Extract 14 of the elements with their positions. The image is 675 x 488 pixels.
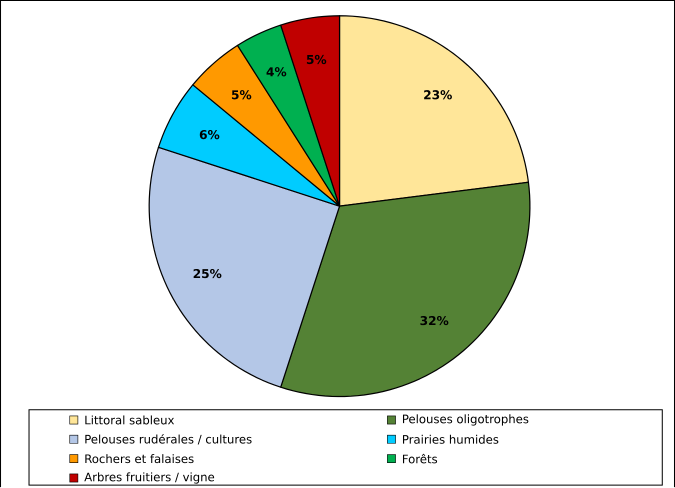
data-label: 32% <box>420 316 448 326</box>
data-label: 5% <box>232 90 252 100</box>
data-label: 6% <box>200 130 220 140</box>
legend-label: Littoral sableux <box>85 416 174 425</box>
data-label: 5% <box>306 55 326 64</box>
data-label: 4% <box>266 67 286 77</box>
data-label: 23% <box>424 90 452 100</box>
legend-label: Arbres fruitiers / vigne <box>84 472 214 484</box>
legend-label: Rochers et falaises <box>85 454 194 464</box>
legend-label: Prairies humides <box>402 434 498 444</box>
legend-label: Pelouses rudérales / cultures <box>85 434 252 445</box>
data-label: 25% <box>194 269 222 278</box>
legend-label: Forêts <box>402 454 438 464</box>
legend-label: Pelouses oligotrophes <box>402 414 528 426</box>
